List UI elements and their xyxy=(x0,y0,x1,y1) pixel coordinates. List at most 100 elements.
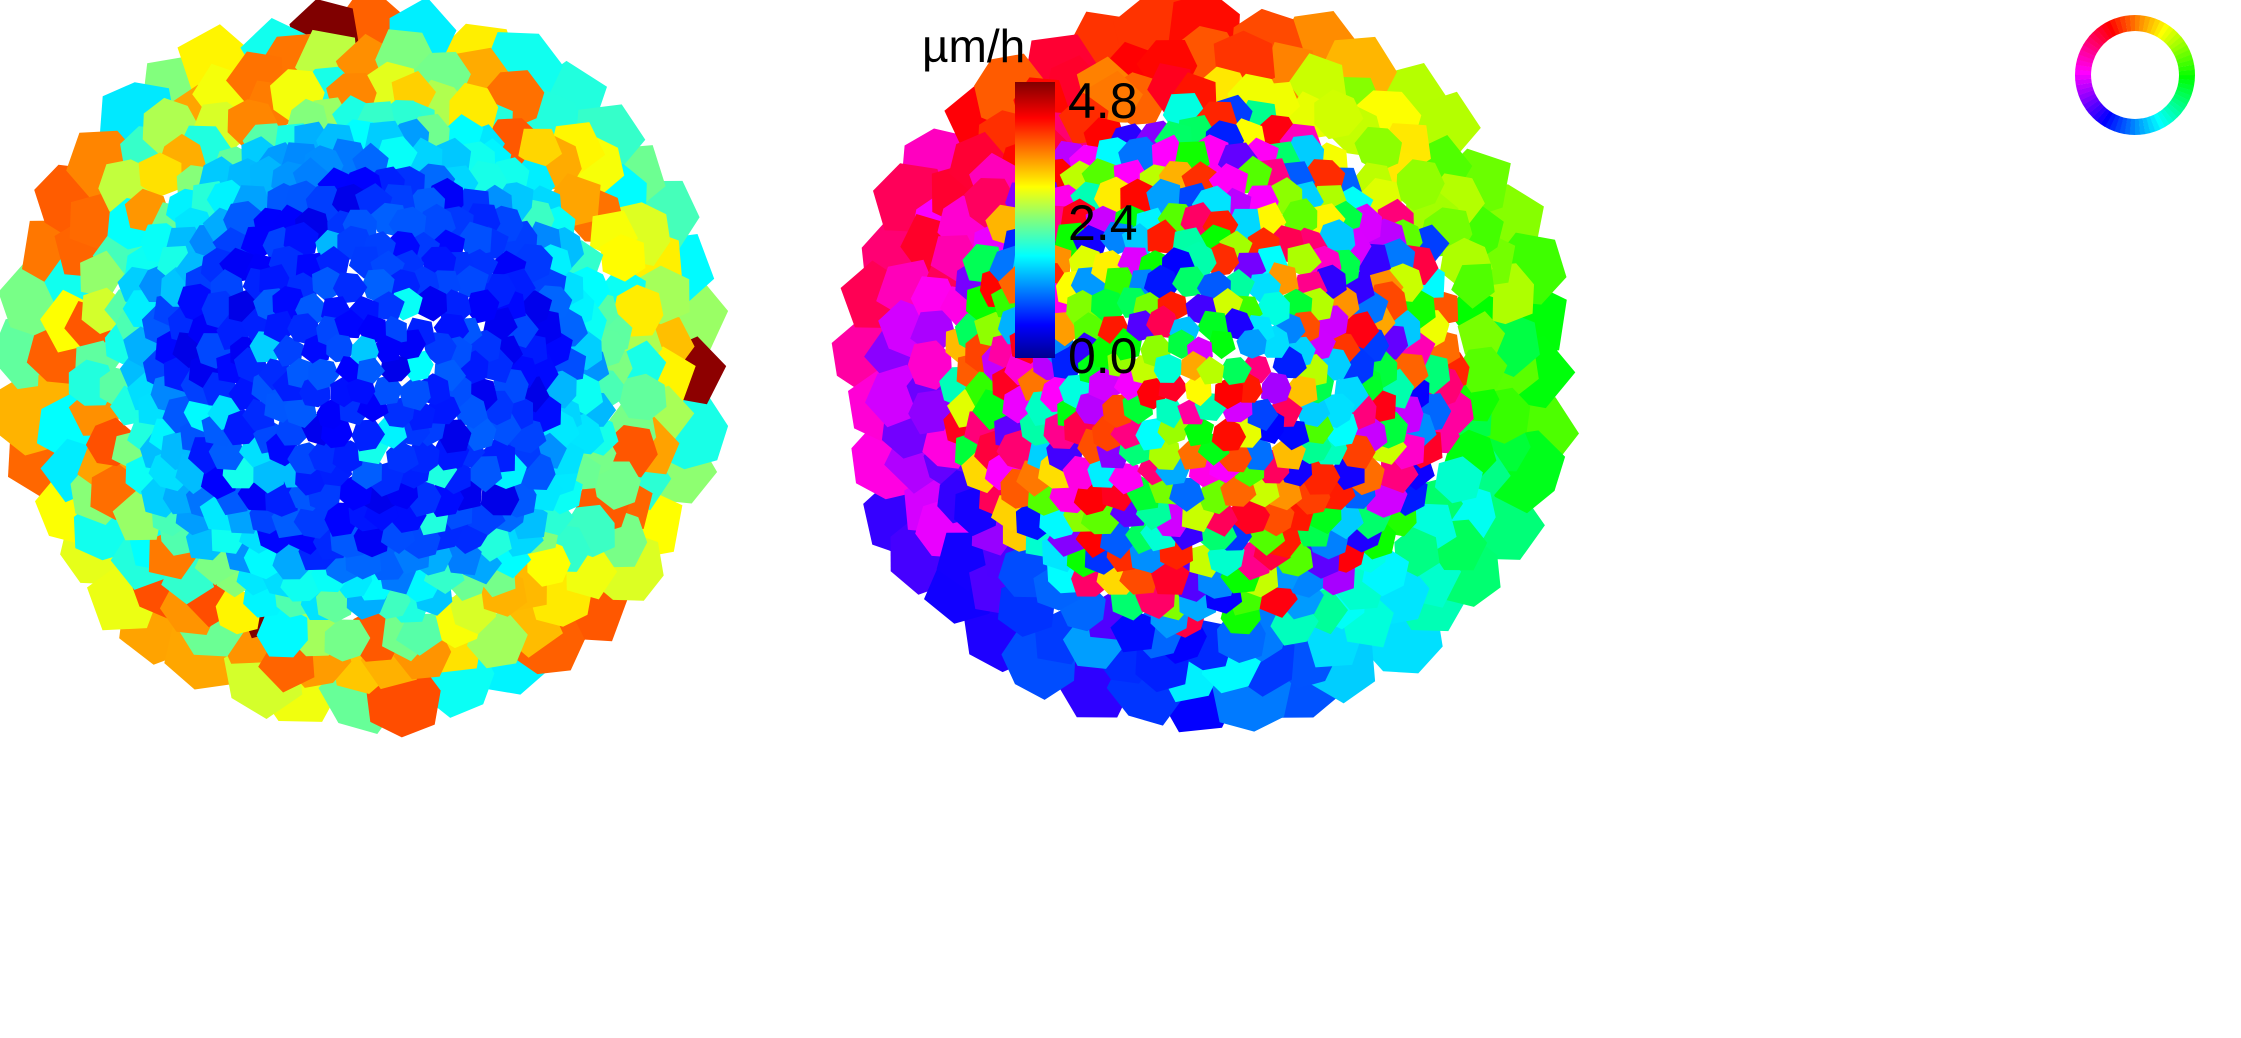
hue-wheel-segment xyxy=(2134,118,2141,135)
hue-wheel-segment xyxy=(2170,97,2187,110)
hue-wheel-segment xyxy=(2085,36,2102,50)
hue-color-wheel-icon xyxy=(2075,15,2195,135)
hue-wheel-segment xyxy=(2176,54,2193,64)
hue-wheel-segment xyxy=(2100,110,2113,127)
hue-wheel-segment xyxy=(2085,100,2102,114)
colorbar-tick-min: 0.0 xyxy=(1068,328,1138,384)
hue-wheel-segment xyxy=(2178,75,2195,81)
speed-cell xyxy=(316,398,346,430)
direction-cell xyxy=(1354,126,1402,172)
hue-wheel-segment xyxy=(2142,15,2151,33)
hue-wheel-segment xyxy=(2163,29,2178,44)
hue-wheel-segment xyxy=(2156,111,2170,128)
direction-cell xyxy=(1211,418,1247,452)
direction-cell xyxy=(996,429,1038,471)
hue-wheel-segment xyxy=(2146,17,2156,34)
colorbar-tick-max: 4.8 xyxy=(1068,73,1138,129)
hue-wheel-segment xyxy=(2171,40,2188,54)
speed-cell xyxy=(395,613,442,656)
direction-cell xyxy=(1214,377,1244,410)
hue-wheel-segment xyxy=(2092,106,2107,121)
speed-cell xyxy=(438,419,472,454)
hue-wheel-segment xyxy=(2075,59,2093,68)
speed-cell xyxy=(324,619,371,662)
hue-wheel-segment xyxy=(2100,22,2114,39)
speed-cell xyxy=(468,456,503,493)
direction-cell xyxy=(1236,329,1267,359)
hue-wheel-segment xyxy=(2157,23,2170,40)
hue-wheel-segment xyxy=(2168,36,2185,50)
hue-wheel-segment xyxy=(2077,86,2094,96)
hue-wheel-segment xyxy=(2129,118,2135,135)
direction-cell xyxy=(1153,354,1183,383)
speed-cell xyxy=(373,291,405,321)
speed-cell xyxy=(398,378,431,411)
hue-wheel-segment xyxy=(2075,74,2092,81)
hue-wheel-segment xyxy=(2080,44,2097,57)
speed-cell xyxy=(371,334,401,363)
hue-wheel-segment xyxy=(2173,45,2190,57)
direction-cell xyxy=(1287,243,1322,277)
hue-wheel-segment xyxy=(2082,96,2099,110)
direction-cell xyxy=(1282,198,1318,237)
hue-wheel-segment xyxy=(2163,106,2178,122)
hue-wheel-segment xyxy=(2078,49,2096,60)
speed-cell xyxy=(308,441,341,474)
hue-wheel-segment xyxy=(2080,93,2097,105)
direction-map-panel xyxy=(831,0,1579,733)
colorbar: µm/h 4.8 2.4 0.0 xyxy=(922,20,1138,384)
hue-wheel-segment xyxy=(2173,93,2190,106)
hue-wheel-segment xyxy=(2160,108,2174,125)
speed-map-panel xyxy=(0,0,729,738)
speed-cell xyxy=(138,152,182,197)
hue-wheel-segment xyxy=(2166,32,2182,47)
direction-cell xyxy=(1218,357,1252,385)
speed-cell xyxy=(326,334,355,363)
hue-wheel-segment xyxy=(2114,17,2124,34)
speed-cell xyxy=(80,250,125,298)
hue-wheel-segment xyxy=(2096,108,2110,125)
direction-cell xyxy=(1451,263,1495,309)
direction-cell xyxy=(1457,311,1506,361)
speed-cell xyxy=(312,266,343,302)
hue-wheel-segment xyxy=(2075,64,2092,72)
hue-wheel-segment xyxy=(2075,69,2092,75)
hue-wheel-segment xyxy=(2089,32,2104,47)
speed-cell xyxy=(386,439,419,474)
direction-cell xyxy=(1156,396,1185,429)
hue-wheel-segment xyxy=(2177,82,2195,91)
direction-cell xyxy=(1088,367,1121,402)
hue-wheel-segment xyxy=(2119,117,2128,135)
direction-cell xyxy=(1108,462,1144,495)
hue-wheel-segment xyxy=(2092,28,2107,44)
direction-cell xyxy=(1314,89,1364,140)
hue-wheel-segment xyxy=(2088,103,2104,118)
hue-wheel-segment xyxy=(2174,90,2192,101)
direction-cell xyxy=(1169,477,1205,512)
hue-wheel-segment xyxy=(2077,54,2094,64)
speed-cell xyxy=(308,358,340,391)
speed-cell xyxy=(356,357,385,384)
direction-cell xyxy=(1147,219,1181,254)
speed-cell xyxy=(518,128,563,170)
hue-wheel-segment xyxy=(2109,114,2120,132)
hue-wheel-segment xyxy=(2138,15,2146,32)
hue-wheel-segment xyxy=(2104,113,2117,130)
speed-cell xyxy=(287,313,320,344)
hue-wheel-segment xyxy=(2176,86,2193,96)
hue-wheel-segment xyxy=(2178,69,2195,76)
direction-cell xyxy=(1091,288,1128,322)
direction-cell xyxy=(1455,346,1508,393)
speed-cell xyxy=(593,461,641,510)
speed-cell xyxy=(346,374,376,405)
speed-cell xyxy=(334,309,365,339)
hue-wheel-segment xyxy=(2178,64,2195,72)
hue-wheel-segment xyxy=(2178,78,2195,86)
hue-wheel-segment xyxy=(2149,114,2161,132)
hue-wheel-segment xyxy=(2174,49,2192,61)
hue-wheel-segment xyxy=(2105,20,2117,37)
direction-cell xyxy=(1196,356,1225,385)
direction-cell xyxy=(1231,498,1270,535)
hue-wheel-segment xyxy=(2138,118,2146,135)
